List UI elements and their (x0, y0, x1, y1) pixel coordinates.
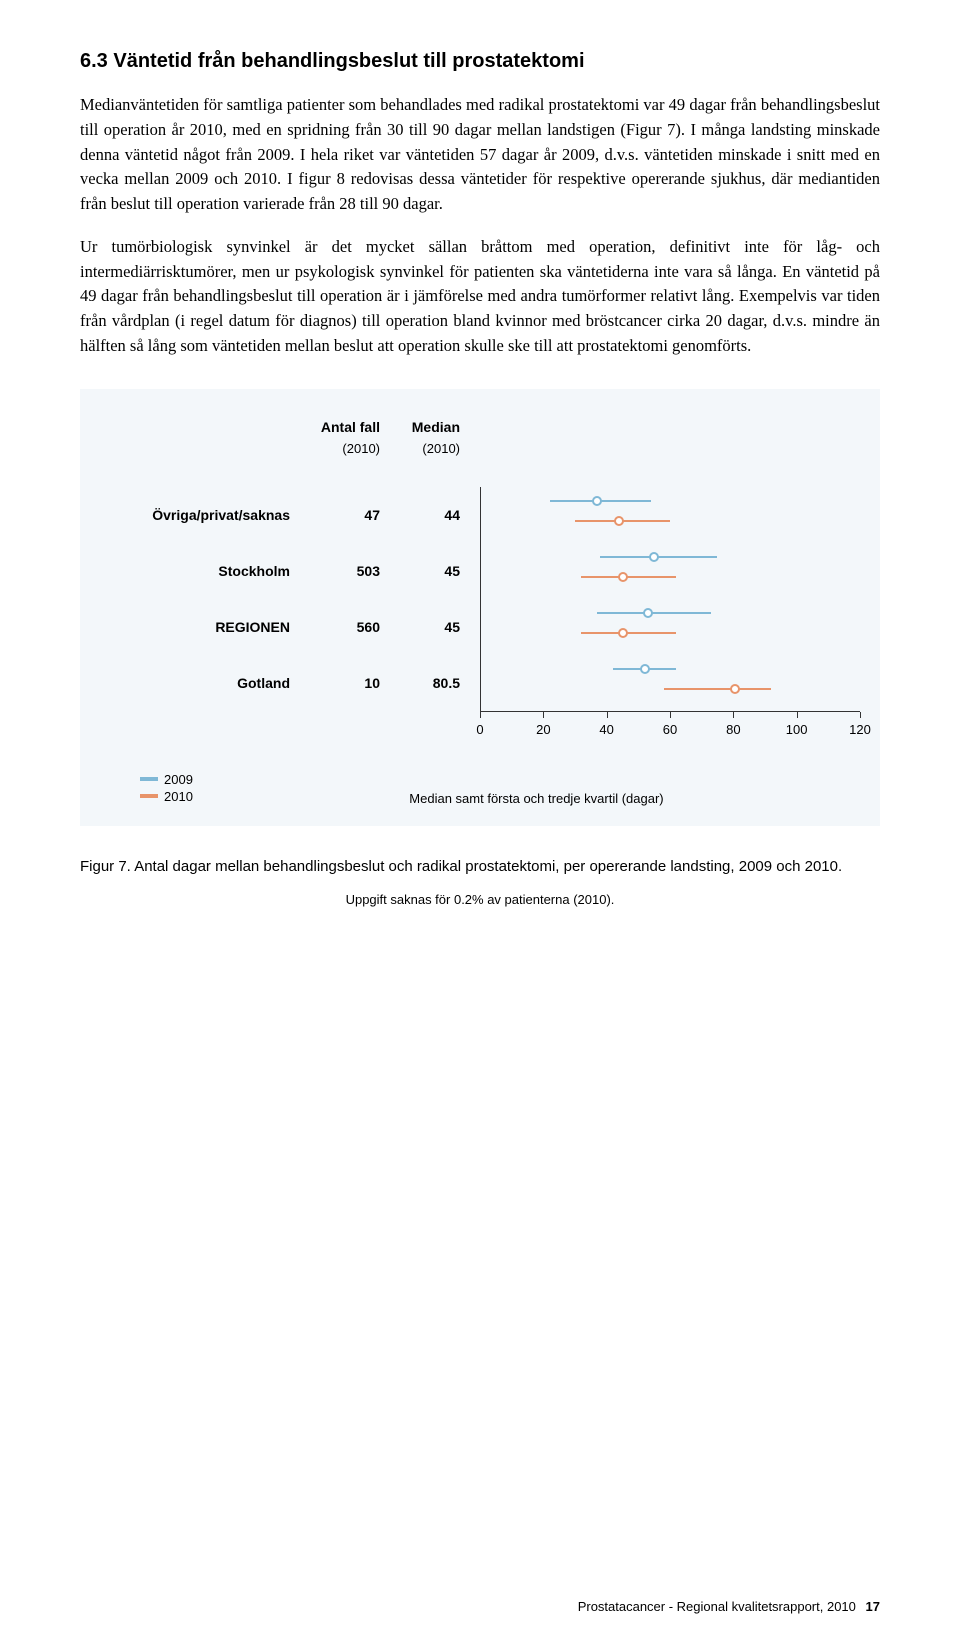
median-marker (618, 572, 628, 582)
row-label: Övriga/privat/saknas (100, 507, 290, 523)
axis-tick (860, 712, 861, 718)
quartile-range (581, 576, 676, 578)
axis-tick-label: 0 (476, 722, 483, 737)
chart-header: Antal fall Median (100, 419, 860, 435)
row-median: 80.5 (380, 675, 460, 691)
chart-legend: 2009 2010 (140, 772, 193, 806)
median-marker (614, 516, 624, 526)
median-marker (618, 628, 628, 638)
axis-tick-label: 120 (849, 722, 871, 737)
row-median: 44 (380, 507, 460, 523)
col-subheader-antal: (2010) (290, 441, 380, 457)
axis-tick-label: 60 (663, 722, 677, 737)
axis-tick-label: 100 (786, 722, 808, 737)
row-label: Stockholm (100, 563, 290, 579)
col-header-antal: Antal fall (290, 419, 380, 435)
axis-tick (797, 712, 798, 718)
row-label: REGIONEN (100, 619, 290, 635)
row-label: Gotland (100, 675, 290, 691)
legend-item: 2010 (140, 789, 193, 804)
row-antal: 47 (290, 507, 380, 523)
row-antal: 503 (290, 563, 380, 579)
row-antal: 560 (290, 619, 380, 635)
legend-swatch (140, 777, 158, 781)
chart-header-year: x (2010) (2010) (100, 441, 860, 457)
quartile-range (581, 632, 676, 634)
chart-row: Stockholm50345 (100, 543, 860, 599)
axis-tick (480, 712, 481, 718)
axis-tick (733, 712, 734, 718)
row-median: 45 (380, 563, 460, 579)
body-paragraph-1: Medianväntetiden för samtliga patienter … (80, 93, 880, 217)
legend-swatch (140, 794, 158, 798)
legend-item: 2009 (140, 772, 193, 787)
axis-tick-label: 80 (726, 722, 740, 737)
chart-row: Gotland1080.5 (100, 655, 860, 711)
row-plot (480, 655, 860, 711)
legend-label: 2010 (164, 789, 193, 804)
row-plot (480, 599, 860, 655)
col-header-median: Median (380, 419, 460, 435)
footer-page-number: 17 (866, 1599, 880, 1614)
figure-subnote: Uppgift saknas för 0.2% av patienterna (… (80, 892, 880, 907)
axis-tick (543, 712, 544, 718)
row-plot (480, 487, 860, 543)
quartile-chart: Antal fall Median x (2010) (2010) Övriga… (80, 389, 880, 826)
row-antal: 10 (290, 675, 380, 691)
axis-tick (607, 712, 608, 718)
median-marker (592, 496, 602, 506)
axis-tick-label: 20 (536, 722, 550, 737)
x-axis-caption: Median samt första och tredje kvartil (d… (213, 791, 860, 806)
axis-tick-label: 40 (599, 722, 613, 737)
quartile-range (664, 688, 772, 690)
median-marker (649, 552, 659, 562)
body-paragraph-2: Ur tumörbiologisk synvinkel är det mycke… (80, 235, 880, 359)
row-plot (480, 543, 860, 599)
legend-label: 2009 (164, 772, 193, 787)
median-marker (640, 664, 650, 674)
col-subheader-median: (2010) (380, 441, 460, 457)
page-footer: Prostatacancer - Regional kvalitetsrappo… (578, 1599, 880, 1614)
figure-caption: Figur 7. Antal dagar mellan behandlingsb… (80, 856, 880, 879)
chart-row: REGIONEN56045 (100, 599, 860, 655)
chart-row: Övriga/privat/saknas4744 (100, 487, 860, 543)
median-marker (643, 608, 653, 618)
row-median: 45 (380, 619, 460, 635)
axis-tick (670, 712, 671, 718)
median-marker (730, 684, 740, 694)
footer-text: Prostatacancer - Regional kvalitetsrappo… (578, 1599, 856, 1614)
quartile-range (597, 612, 711, 614)
section-heading: 6.3 Väntetid från behandlingsbeslut till… (80, 50, 880, 73)
